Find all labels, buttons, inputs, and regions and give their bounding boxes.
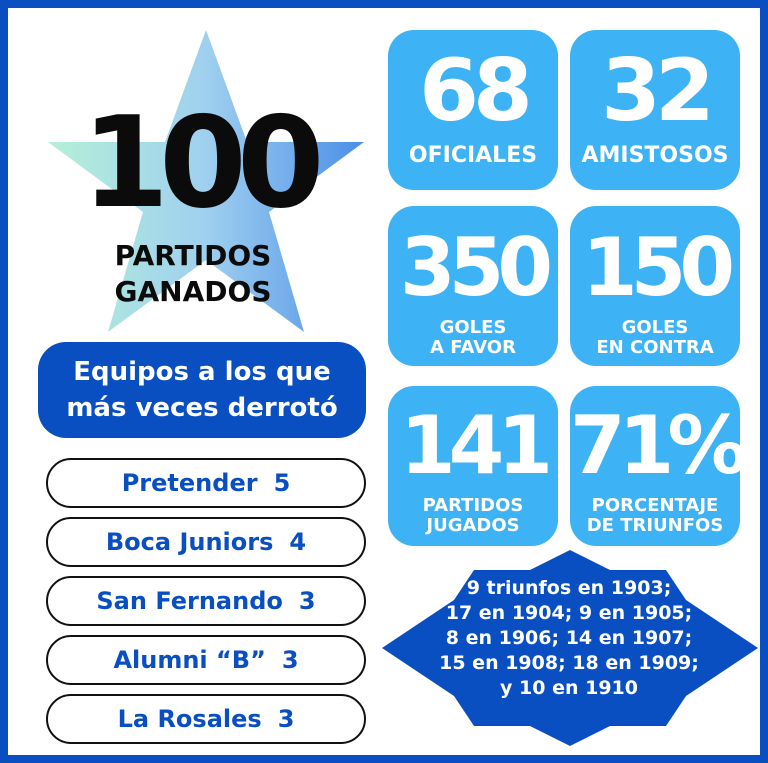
teams-header-line-1: Equipos a los que — [73, 357, 331, 387]
team-count: 3 — [277, 705, 295, 733]
team-item: Pretender 5 — [46, 458, 366, 508]
stat-value: 32 — [601, 41, 715, 141]
stat-label-line-2: DE TRIUNFOS — [586, 515, 724, 536]
stat-label-line-1: PARTIDOS — [422, 495, 524, 516]
stat-label-line-1: GOLES — [439, 317, 507, 338]
wins-line: 17 en 1904; 9 en 1905; — [445, 602, 693, 624]
stat-label-line-1: AMISTOSOS — [581, 143, 729, 168]
team-item: San Fernando 3 — [46, 576, 366, 626]
stat-label: GOLES EN CONTRA — [570, 318, 740, 358]
team-name: Alumni “B” — [113, 646, 266, 674]
wins-line: 8 en 1906; 14 en 1907; — [445, 627, 693, 649]
star-shape — [48, 30, 364, 332]
teams-header: Equipos a los que más veces derrotó — [38, 342, 366, 438]
stat-label-line-1: OFICIALES — [408, 143, 538, 168]
badge-shape — [382, 550, 758, 746]
stat-label: OFICIALES — [388, 143, 558, 168]
stat-label: PORCENTAJE DE TRIUNFOS — [570, 496, 740, 536]
stat-value: 150 — [582, 221, 735, 314]
stat-tile-goles-a-favor: 350 GOLES A FAVOR — [388, 206, 558, 366]
stat-value: 71% — [570, 399, 740, 492]
team-name: San Fernando — [96, 587, 283, 615]
team-count: 5 — [273, 469, 291, 497]
wins-by-year-badge — [382, 550, 758, 746]
team-item: La Rosales 3 — [46, 694, 366, 744]
stat-tile-amistosos: 32 AMISTOSOS — [570, 30, 740, 190]
team-name: Boca Juniors — [105, 528, 274, 556]
caption-line-2: GANADOS — [114, 275, 272, 308]
stat-label-line-2: EN CONTRA — [596, 337, 714, 358]
stat-label-line-1: GOLES — [621, 317, 689, 338]
wins-by-year-text: 9 triunfos en 1903; 17 en 1904; 9 en 190… — [418, 576, 720, 701]
caption-line-1: PARTIDOS — [114, 239, 272, 272]
team-name: La Rosales — [117, 705, 262, 733]
team-count: 4 — [289, 528, 307, 556]
team-count: 3 — [281, 646, 299, 674]
team-name: Pretender — [121, 469, 258, 497]
stat-label-line-2: JUGADOS — [426, 515, 520, 536]
wins-line: y 10 en 1910 — [500, 677, 638, 699]
stat-tile-goles-en-contra: 150 GOLES EN CONTRA — [570, 206, 740, 366]
teams-header-line-2: más veces derrotó — [66, 393, 338, 423]
stat-label-line-1: PORCENTAJE — [591, 495, 719, 516]
total-wins-caption: PARTIDOS GANADOS — [68, 238, 318, 310]
stat-tile-partidos-jugados: 141 PARTIDOS JUGADOS — [388, 386, 558, 546]
stat-label: AMISTOSOS — [570, 143, 740, 168]
stat-value: 141 — [400, 399, 553, 492]
team-item: Alumni “B” 3 — [46, 635, 366, 685]
stat-label: PARTIDOS JUGADOS — [388, 496, 558, 536]
stat-value: 68 — [419, 41, 533, 141]
stat-value: 350 — [400, 221, 553, 314]
star-icon — [48, 30, 364, 332]
wins-line: 9 triunfos en 1903; — [466, 577, 672, 599]
stat-label-line-2: A FAVOR — [430, 337, 516, 358]
team-item: Boca Juniors 4 — [46, 517, 366, 567]
stat-label: GOLES A FAVOR — [388, 318, 558, 358]
total-wins-number: 100 — [81, 89, 324, 236]
wins-line: 15 en 1908; 18 en 1909; — [439, 652, 699, 674]
stat-tile-oficiales: 68 OFICIALES — [388, 30, 558, 190]
team-count: 3 — [298, 587, 316, 615]
stat-tile-porcentaje-triunfos: 71% PORCENTAJE DE TRIUNFOS — [570, 386, 740, 546]
